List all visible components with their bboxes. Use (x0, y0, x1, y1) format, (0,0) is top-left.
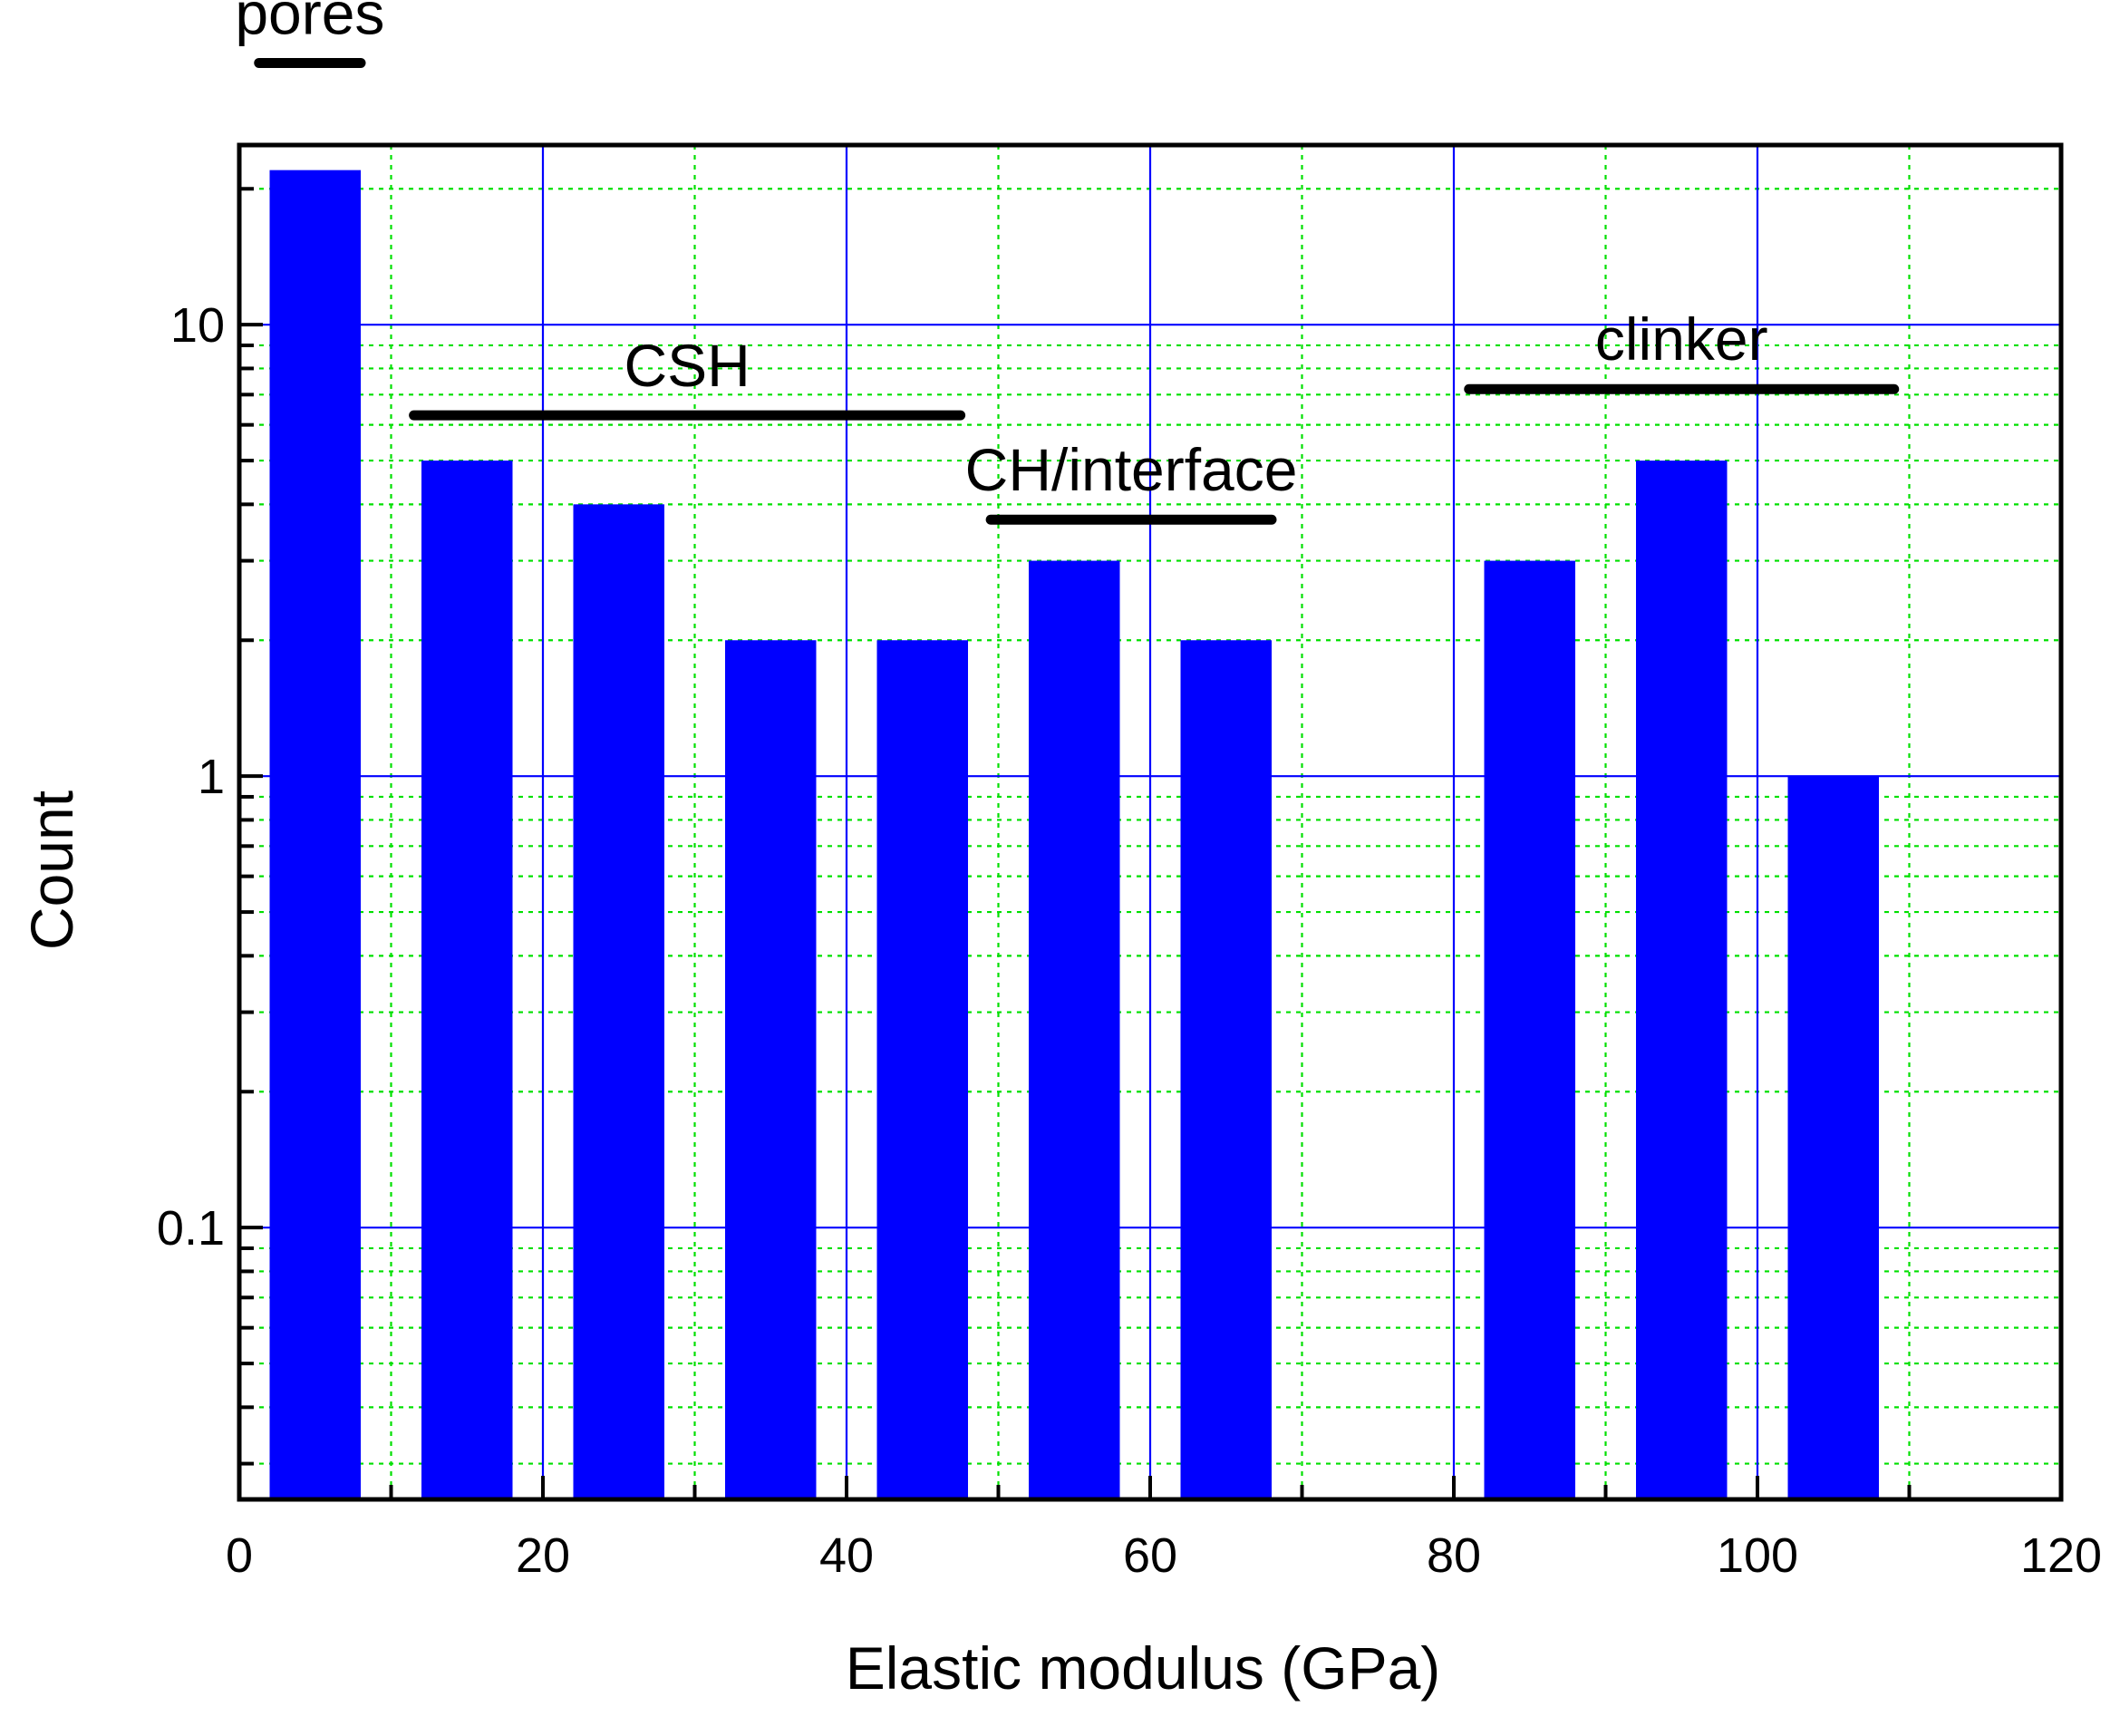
histogram-bar (725, 640, 817, 1499)
x-tick-label: 0 (226, 1528, 253, 1583)
histogram-bar (1180, 640, 1272, 1499)
histogram-bar (269, 170, 361, 1500)
histogram-bar (573, 504, 664, 1499)
y-tick-label: 1 (198, 750, 225, 804)
histogram-bar (876, 640, 968, 1499)
bar-series (269, 170, 1879, 1500)
x-tick-label: 120 (2020, 1528, 2102, 1583)
x-tick-label: 60 (1123, 1528, 1177, 1583)
y-tick-label: 0.1 (157, 1201, 225, 1256)
y-axis-ticks: 0.1 1 10 (157, 187, 263, 1466)
x-axis-ticks: 0 20 40 60 80 100 120 (226, 1476, 2102, 1583)
histogram-bar (1636, 461, 1728, 1500)
histogram-bar (1484, 560, 1575, 1499)
x-tick-label: 20 (516, 1528, 570, 1583)
major-grid (239, 145, 2061, 1499)
y-tick-label: 10 (170, 298, 225, 353)
histogram-bar (421, 461, 513, 1500)
range-annotations: pores CSH CH/interface clinker (235, 0, 1900, 525)
x-tick-label: 40 (819, 1528, 874, 1583)
annotation-label: CSH (624, 332, 750, 399)
x-tick-label: 80 (1427, 1528, 1481, 1583)
x-tick-label: 100 (1717, 1528, 1798, 1583)
x-axis-label: Elastic modulus (GPa) (846, 1634, 1441, 1702)
annotation-label: pores (235, 0, 384, 46)
annotation-label: CH/interface (965, 436, 1298, 503)
histogram-bar (1029, 560, 1120, 1499)
histogram-bar (1787, 776, 1879, 1499)
annotation-label: clinker (1595, 305, 1768, 373)
y-axis-label: Count (18, 790, 85, 950)
